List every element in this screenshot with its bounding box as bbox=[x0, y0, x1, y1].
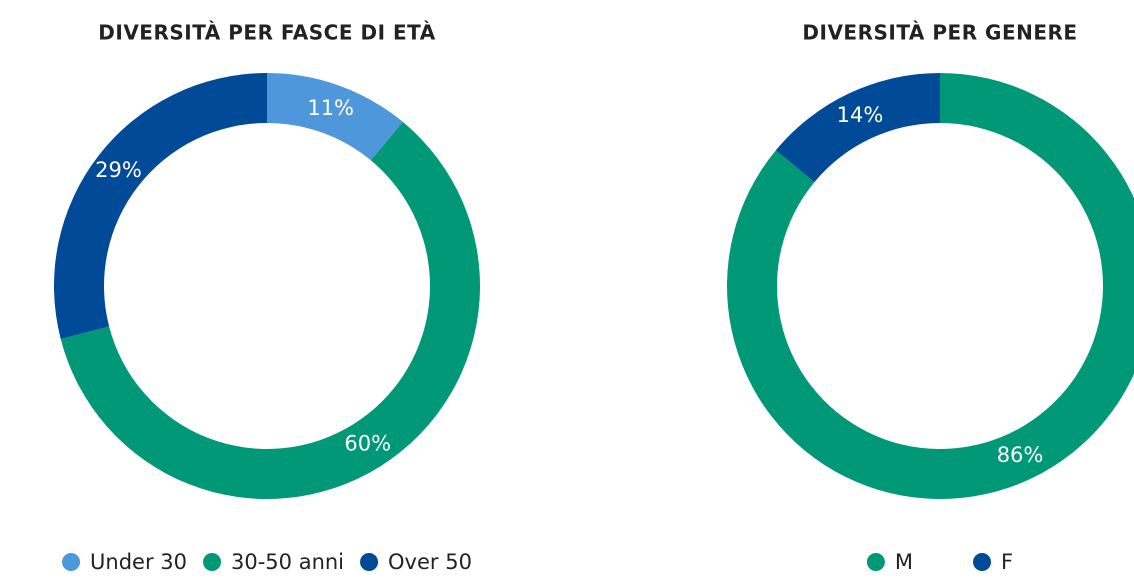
legend-marker bbox=[866, 553, 885, 571]
data-label: 60% bbox=[344, 432, 391, 456]
data-label: 11% bbox=[307, 96, 354, 120]
donut-segment bbox=[60, 121, 481, 499]
legend-label: F bbox=[1001, 550, 1013, 574]
legend-label: 30-50 anni bbox=[231, 550, 344, 574]
legend-label: Under 30 bbox=[90, 550, 187, 574]
donut-segment bbox=[53, 73, 267, 339]
chart-title: DIVERSITÀ PER GENERE bbox=[802, 21, 1077, 45]
data-label: 86% bbox=[997, 443, 1044, 467]
donut-segment bbox=[775, 73, 940, 183]
legend-marker bbox=[360, 553, 379, 571]
data-label: 14% bbox=[837, 103, 884, 127]
chart-title: DIVERSITÀ PER FASCE DI ETÀ bbox=[98, 21, 435, 45]
legend-marker bbox=[62, 553, 81, 571]
data-label: 29% bbox=[95, 158, 142, 182]
legend-label: Over 50 bbox=[388, 550, 472, 574]
donut-segment bbox=[267, 73, 403, 161]
legend-marker bbox=[203, 553, 222, 571]
legend-label: M bbox=[895, 550, 913, 574]
legend-marker bbox=[973, 553, 992, 571]
